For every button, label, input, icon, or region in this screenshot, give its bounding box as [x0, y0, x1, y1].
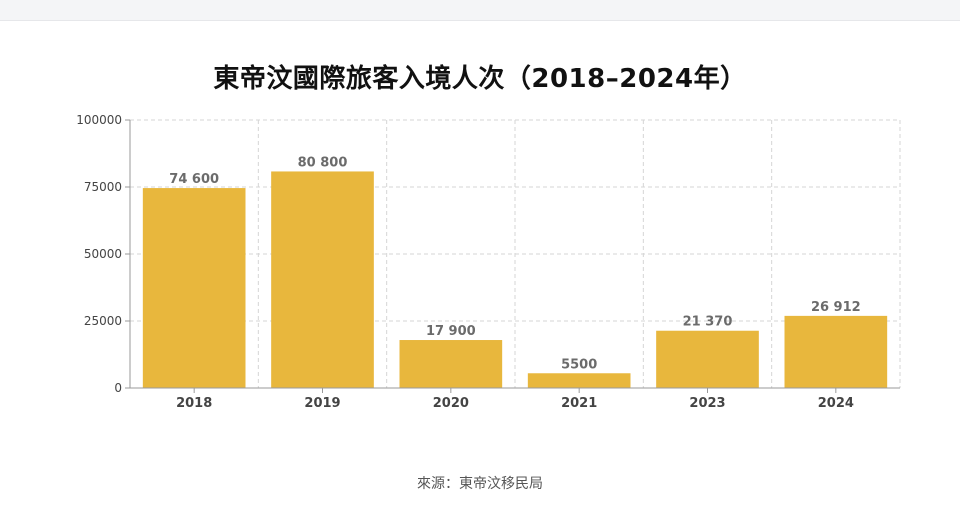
- bar: [271, 171, 374, 388]
- y-tick-label: 100000: [76, 113, 122, 127]
- bar: [656, 330, 759, 388]
- x-tick-label: 2021: [561, 396, 597, 411]
- y-tick-label: 50000: [84, 247, 122, 261]
- browser-top-bar: [0, 0, 960, 21]
- data-label: 5500: [561, 357, 597, 372]
- x-tick-label: 2020: [433, 396, 469, 411]
- x-tick-label: 2023: [689, 396, 725, 411]
- x-tick-label: 2018: [176, 396, 212, 411]
- bar: [527, 373, 631, 388]
- y-tick-label: 0: [114, 381, 122, 395]
- x-tick-label: 2024: [818, 396, 854, 411]
- data-label: 74 600: [169, 172, 219, 187]
- data-label: 26 912: [811, 300, 861, 315]
- data-label: 80 800: [298, 155, 348, 170]
- y-tick-label: 75000: [84, 180, 122, 194]
- source-note: 來源：東帝汶移民局: [417, 476, 543, 492]
- data-label: 21 370: [683, 315, 733, 330]
- y-tick-label: 25000: [84, 314, 122, 328]
- chart-title: 東帝汶國際旅客入境人次（2018–2024年）: [213, 64, 747, 94]
- bar: [784, 315, 888, 388]
- x-tick-label: 2019: [304, 396, 340, 411]
- data-label: 17 900: [426, 324, 476, 339]
- bar: [142, 188, 246, 388]
- bar: [399, 340, 503, 388]
